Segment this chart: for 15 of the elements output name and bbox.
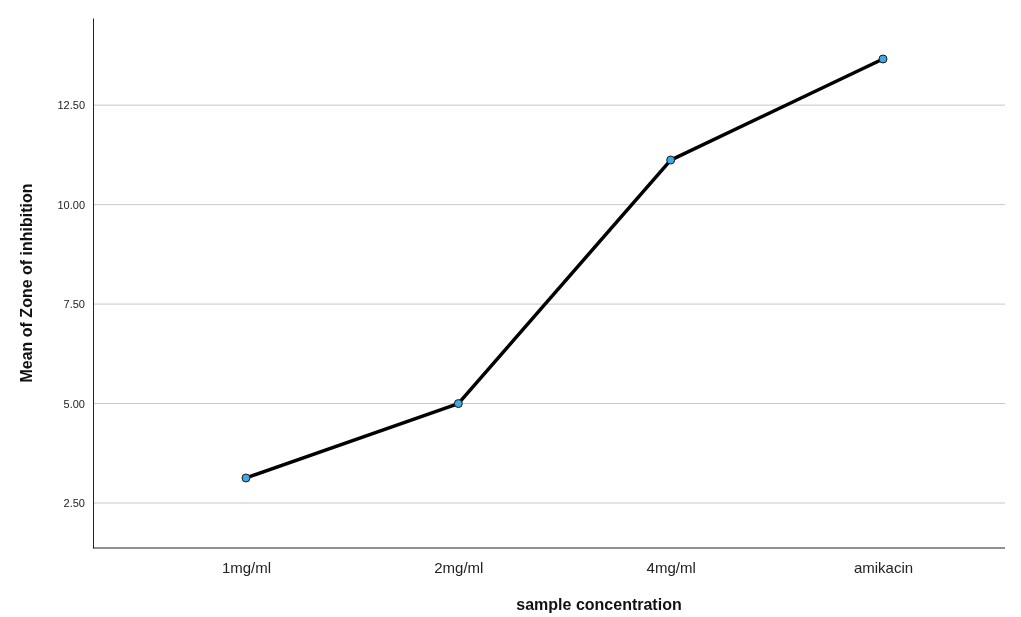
x-tick-label: 2mg/ml: [434, 558, 484, 576]
point: [241, 473, 251, 483]
x-tick-label: 4mg/ml: [646, 558, 696, 576]
x-tick-label: 1mg/ml: [221, 558, 272, 576]
y-axis-title: Mean of Zone of inhibition: [18, 183, 35, 383]
point: [666, 155, 676, 165]
point: [878, 54, 888, 64]
y-tick-label: 5.00: [63, 397, 85, 410]
y-tick-label: 2.50: [63, 497, 85, 510]
y-tick-label: 7.50: [63, 298, 85, 311]
point: [453, 399, 463, 409]
x-tick-label: amikacin: [853, 558, 914, 576]
y-tick-label: 10.00: [57, 198, 85, 211]
x-axis-title: sample concentration: [516, 596, 682, 613]
y-tick-label: 12.50: [57, 99, 85, 112]
